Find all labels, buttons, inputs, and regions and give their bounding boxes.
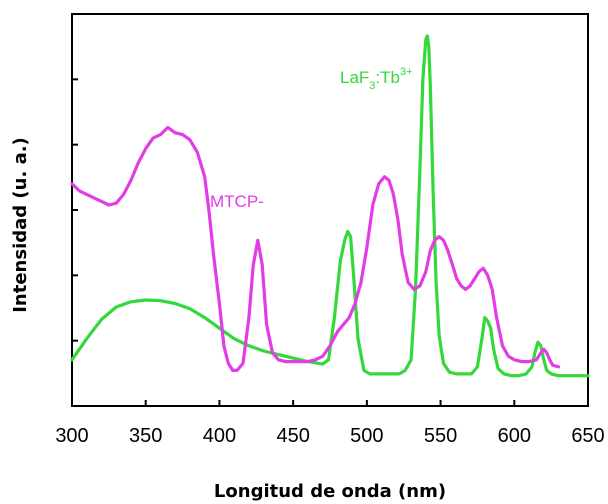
y-axis-ticks — [72, 78, 78, 342]
x-axis-ticks: 300 350 400 450 500 550 600 650 — [55, 400, 605, 447]
x-tick-label: 300 — [55, 425, 88, 447]
x-tick-label: 600 — [498, 425, 531, 447]
y-axis-title: Intensidad (u. a.) — [10, 137, 31, 313]
annotation-laf3-tb: LaF3:Tb3+ — [340, 66, 413, 92]
series-group — [70, 34, 590, 378]
annotation-laf3-text: LaF — [340, 68, 369, 87]
x-tick-label: 350 — [129, 425, 162, 447]
x-tick-label: 400 — [203, 425, 236, 447]
annotation-laf3-mid: :Tb — [375, 68, 400, 87]
annotation-mtcp: MTCP- — [210, 192, 264, 211]
annotation-laf3-sup: 3+ — [400, 66, 413, 78]
annotation-laf3-sub: 3 — [369, 80, 375, 92]
x-axis-title: Longitud de onda (nm) — [214, 481, 446, 502]
x-tick-label: 500 — [350, 425, 383, 447]
x-tick-label: 650 — [571, 425, 604, 447]
x-tick-label: 450 — [276, 425, 309, 447]
x-tick-label: 550 — [424, 425, 457, 447]
series-line-laf3-tb — [70, 34, 590, 378]
series-line-mtcp — [70, 125, 561, 372]
